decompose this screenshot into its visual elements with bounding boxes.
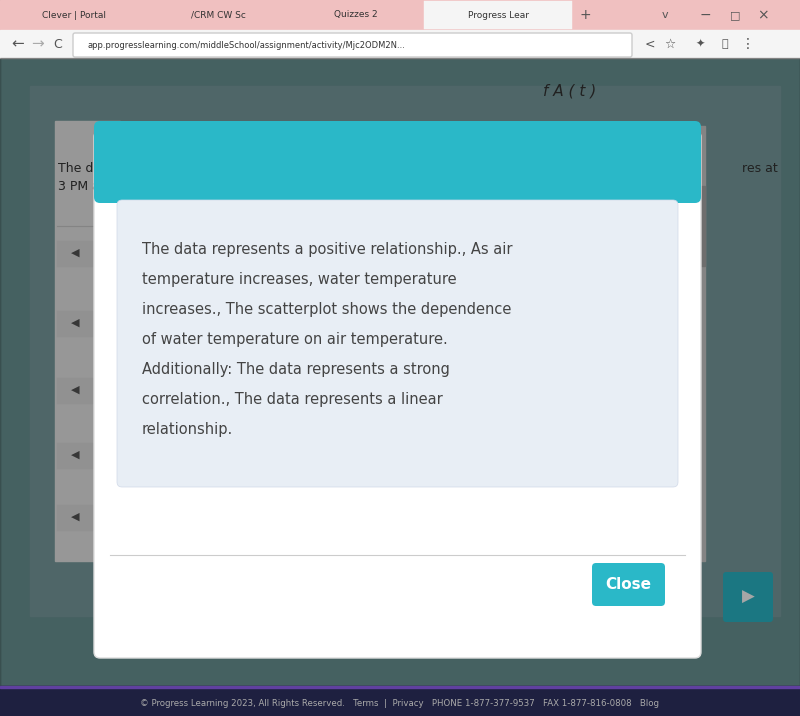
Bar [55, 121, 120, 561]
Bar [288, 1, 424, 29]
Text: © Progress Learning 2023, All Rights Reserved.   Terms  |  Privacy   PHONE 1-877: © Progress Learning 2023, All Rights Res… [141, 699, 659, 707]
Text: f A ( t ): f A ( t ) [543, 84, 597, 99]
FancyBboxPatch shape [117, 200, 678, 487]
Text: res at: res at [742, 162, 778, 175]
Bar [57, 505, 118, 531]
Text: increases., The scatterplot shows the dependence: increases., The scatterplot shows the de… [142, 302, 511, 317]
Text: <: < [645, 37, 655, 51]
Text: ×: × [93, 318, 101, 328]
FancyBboxPatch shape [592, 563, 665, 606]
Text: ▶: ▶ [742, 588, 754, 606]
Bar [148, 1, 288, 29]
Bar [0, 30, 800, 58]
Text: The data represents a positive relationship., As air: The data represents a positive relations… [142, 242, 513, 257]
Text: temperature increases, water temperature: temperature increases, water temperature [142, 272, 457, 287]
Bar [57, 378, 118, 404]
Text: 3 PM a: 3 PM a [58, 180, 100, 193]
Text: ◀: ◀ [70, 512, 79, 522]
FancyBboxPatch shape [723, 572, 773, 622]
Bar [30, 86, 780, 616]
Bar [695, 186, 705, 266]
Bar [695, 126, 705, 561]
FancyBboxPatch shape [73, 33, 632, 57]
Bar [57, 443, 118, 469]
Text: of water temperature on air temperature.: of water temperature on air temperature. [142, 332, 448, 347]
Bar [0, 1, 148, 29]
Text: Quizzes 2: Quizzes 2 [334, 11, 378, 19]
Text: Close: Close [606, 577, 651, 592]
Text: ←: ← [12, 37, 24, 52]
Bar [0, 58, 800, 686]
Bar [424, 1, 572, 29]
Text: ×: × [93, 248, 101, 258]
Bar [0, 686, 800, 688]
Text: ◀: ◀ [70, 248, 79, 258]
Bar [0, 0, 800, 30]
Text: →: → [32, 37, 44, 52]
FancyBboxPatch shape [94, 131, 701, 658]
FancyBboxPatch shape [94, 121, 701, 203]
Text: ×: × [93, 385, 101, 395]
Text: −: − [699, 8, 711, 22]
Text: app.progresslearning.com/middleSchool/assignment/activity/Mjc2ODM2N...: app.progresslearning.com/middleSchool/as… [88, 41, 406, 49]
Text: ☆: ☆ [664, 37, 676, 51]
Text: ×: × [757, 8, 769, 22]
Bar [100, 137, 695, 197]
Text: ×: × [93, 512, 101, 522]
Bar [0, 58, 800, 686]
Text: ◀: ◀ [70, 318, 79, 328]
Bar [57, 241, 118, 267]
Text: /CRM CW Sc: /CRM CW Sc [190, 11, 246, 19]
Bar [57, 311, 118, 337]
Text: Progress Lear: Progress Lear [467, 11, 529, 19]
Bar [0, 686, 800, 716]
Text: The da: The da [58, 162, 101, 175]
Text: relationship.: relationship. [142, 422, 234, 437]
Text: correlation., The data represents a linear: correlation., The data represents a line… [142, 392, 442, 407]
Text: +: + [579, 8, 591, 22]
Text: ✦: ✦ [695, 39, 705, 49]
Text: C: C [54, 37, 62, 51]
Text: Additionally: The data represents a strong: Additionally: The data represents a stro… [142, 362, 450, 377]
Text: Clever | Portal: Clever | Portal [42, 11, 106, 19]
Text: □: □ [730, 10, 740, 20]
Text: ×: × [93, 450, 101, 460]
Text: v: v [662, 10, 668, 20]
Text: ⬜: ⬜ [722, 39, 728, 49]
Text: ◀: ◀ [70, 385, 79, 395]
Text: ⋮: ⋮ [741, 37, 755, 51]
Text: ◀: ◀ [70, 450, 79, 460]
